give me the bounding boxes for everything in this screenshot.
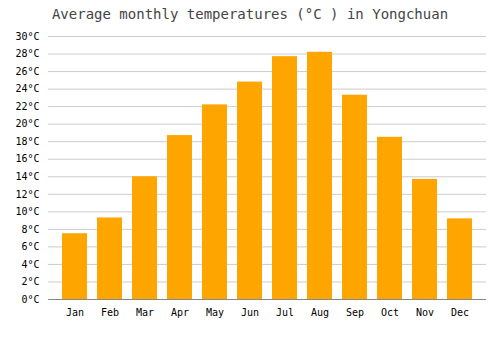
svg-text:26°C: 26°C xyxy=(15,66,39,77)
svg-text:Sep: Sep xyxy=(346,307,364,318)
svg-text:20°C: 20°C xyxy=(15,118,39,129)
svg-text:24°C: 24°C xyxy=(15,83,39,94)
svg-text:6°C: 6°C xyxy=(21,241,39,252)
svg-text:22°C: 22°C xyxy=(15,101,39,112)
svg-text:30°C: 30°C xyxy=(15,31,39,42)
svg-text:Apr: Apr xyxy=(171,307,189,318)
svg-text:8°C: 8°C xyxy=(21,224,39,235)
svg-text:10°C: 10°C xyxy=(15,206,39,217)
svg-text:Feb: Feb xyxy=(101,307,119,318)
svg-text:12°C: 12°C xyxy=(15,189,39,200)
svg-text:Mar: Mar xyxy=(136,307,154,318)
svg-text:Nov: Nov xyxy=(416,307,434,318)
svg-text:4°C: 4°C xyxy=(21,259,39,270)
svg-text:May: May xyxy=(206,307,224,318)
svg-text:Aug: Aug xyxy=(311,307,329,318)
svg-text:28°C: 28°C xyxy=(15,48,39,59)
svg-text:2°C: 2°C xyxy=(21,276,39,287)
svg-text:14°C: 14°C xyxy=(15,171,39,182)
svg-text:0°C: 0°C xyxy=(21,294,39,305)
svg-text:18°C: 18°C xyxy=(15,136,39,147)
svg-text:Oct: Oct xyxy=(381,307,399,318)
svg-text:16°C: 16°C xyxy=(15,153,39,164)
svg-text:Dec: Dec xyxy=(451,307,469,318)
svg-text:Jul: Jul xyxy=(276,307,294,318)
svg-text:Jun: Jun xyxy=(241,307,259,318)
svg-text:Jan: Jan xyxy=(66,307,84,318)
html-text:Average monthly temperatures (: Average monthly temperatures (°C ) in Yo… xyxy=(51,6,449,22)
